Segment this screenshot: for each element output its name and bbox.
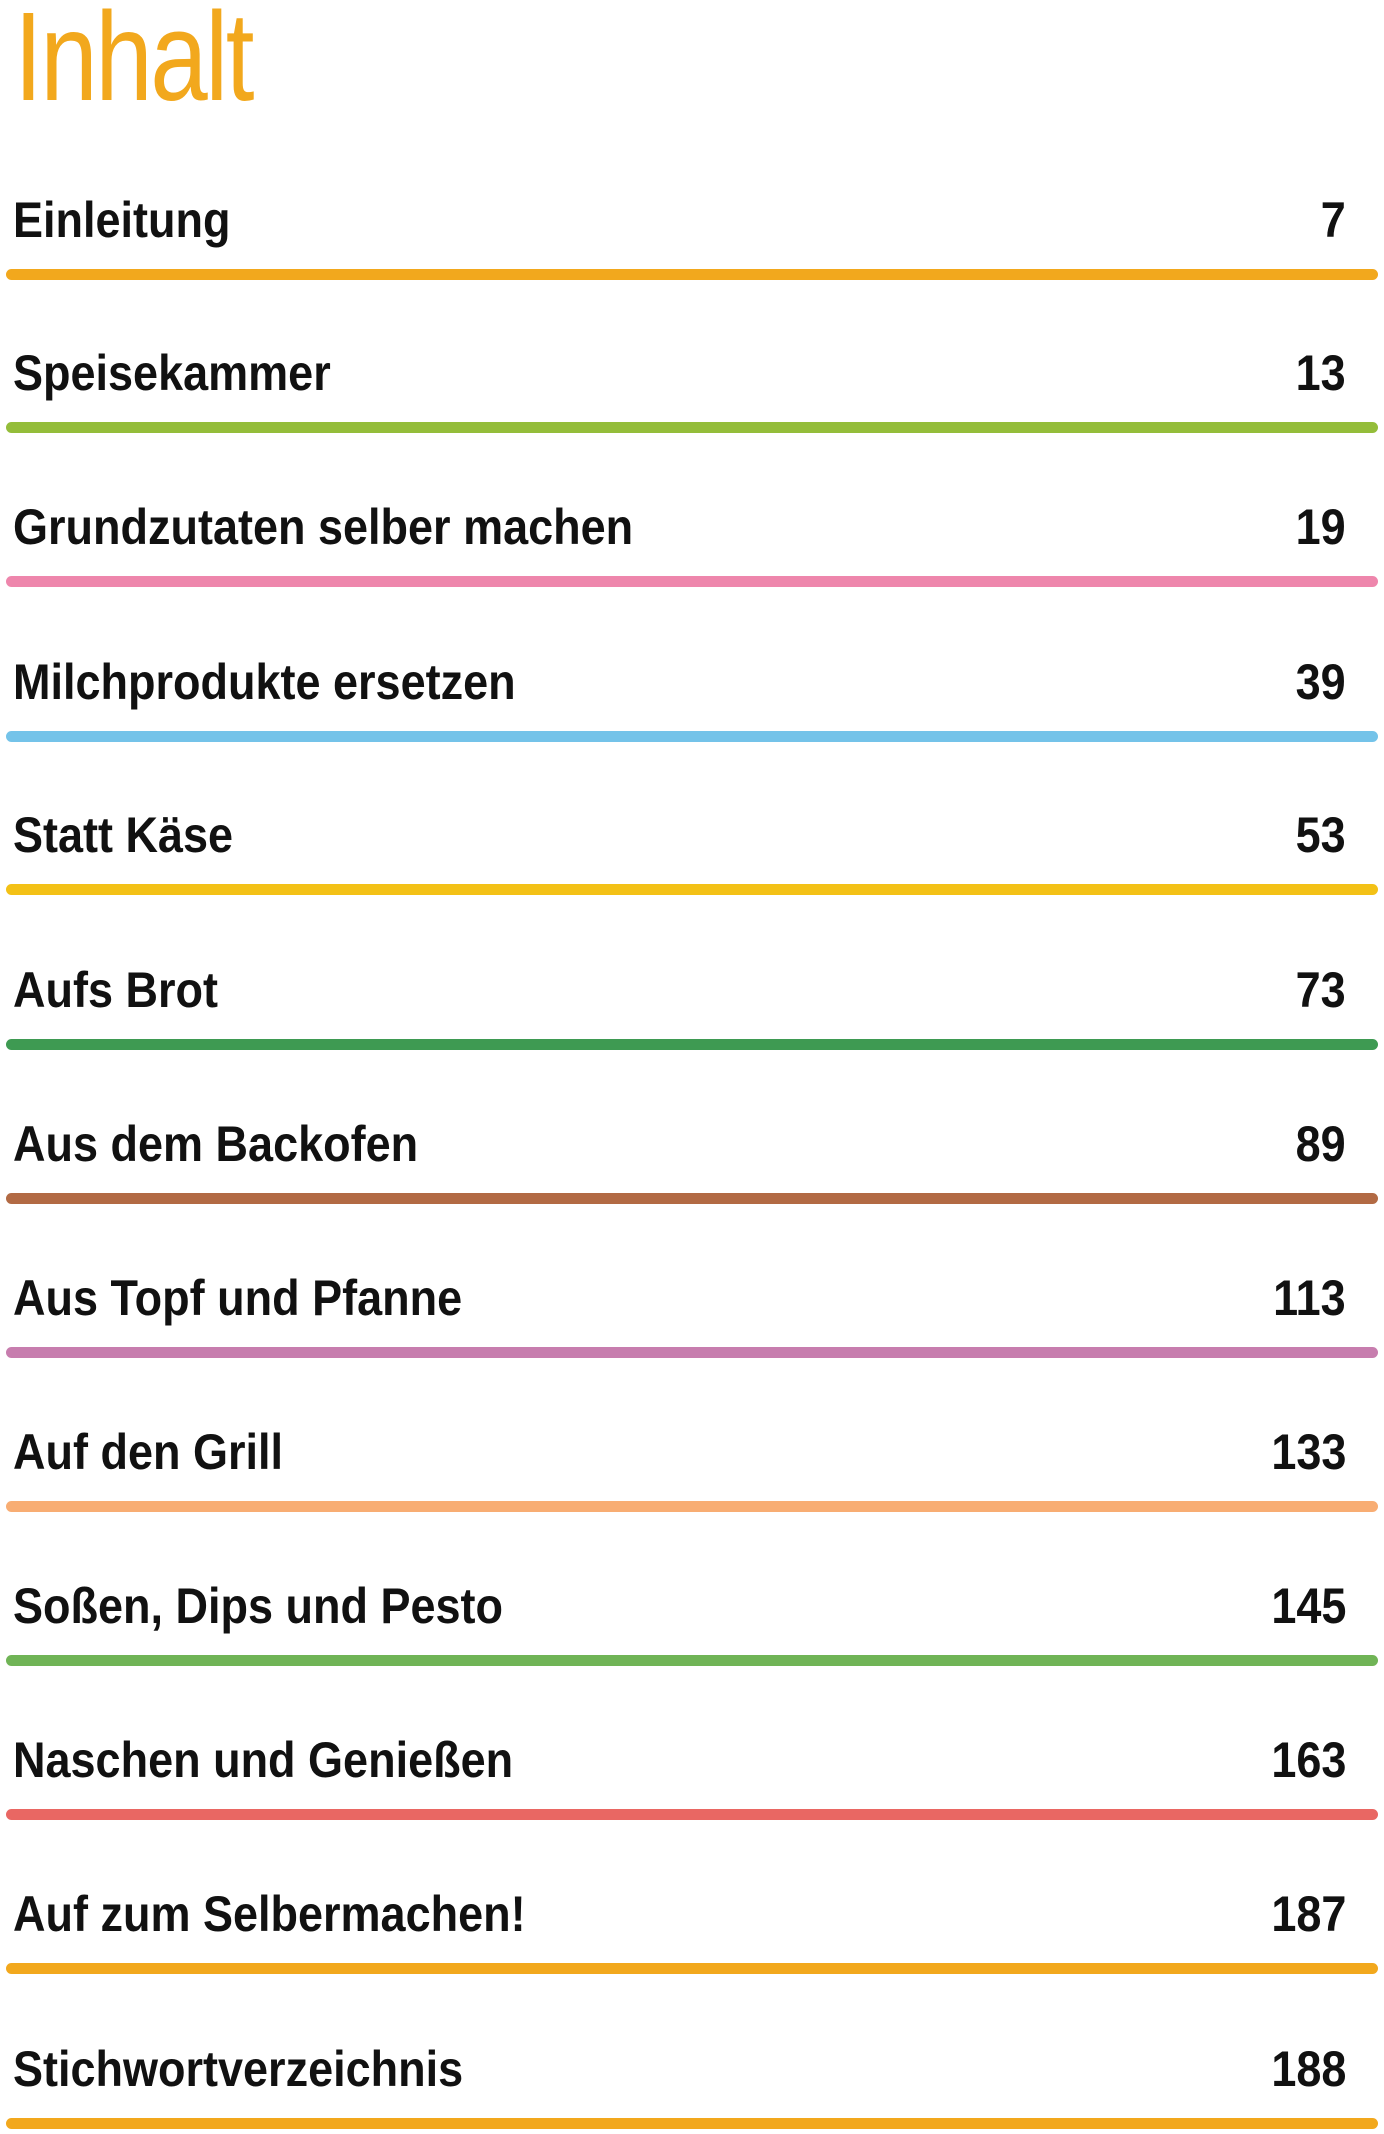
toc-entry-label: Milchprodukte ersetzen: [13, 654, 516, 710]
toc-entry-label: Aus dem Backofen: [13, 1116, 419, 1172]
toc-entry-divider: [6, 576, 1378, 587]
toc-entry-label: Auf den Grill: [13, 1424, 283, 1480]
toc-entry-page-number: 13: [1295, 345, 1346, 401]
page-title: Inhalt: [14, 0, 254, 127]
toc-entry-page-number: 113: [1273, 1270, 1346, 1326]
toc-entry-auf-den-grill[interactable]: Auf den Grill 133: [0, 1422, 1384, 1512]
toc-entry-label: Aus Topf und Pfanne: [13, 1270, 463, 1326]
toc-entry-page-number: 73: [1295, 962, 1346, 1018]
toc-entry-label: Speisekammer: [13, 345, 331, 401]
toc-entry-speisekammer[interactable]: Speisekammer 13: [0, 343, 1384, 433]
toc-entry-page-number: 53: [1295, 807, 1346, 863]
toc-entry-label: Stichwortverzeichnis: [13, 2041, 464, 2097]
toc-entry-page-number: 145: [1270, 1578, 1346, 1634]
toc-entry-page-number: 188: [1270, 2041, 1346, 2097]
toc-entry-page-number: 133: [1270, 1424, 1346, 1480]
toc-entry-page-number: 163: [1270, 1732, 1346, 1788]
toc-entry-label: Soßen, Dips und Pesto: [13, 1578, 504, 1634]
toc-entry-label: Auf zum Selbermachen!: [13, 1886, 526, 1942]
toc-entry-divider: [6, 1963, 1378, 1974]
toc-entry-divider: [6, 1501, 1378, 1512]
toc-entry-grundzutaten[interactable]: Grundzutaten selber machen 19: [0, 497, 1384, 587]
toc-entry-auf-zum-selbermachen[interactable]: Auf zum Selbermachen! 187: [0, 1884, 1384, 1974]
toc-entry-statt-kaese[interactable]: Statt Käse 53: [0, 805, 1384, 895]
toc-entry-page-number: 7: [1320, 192, 1346, 248]
toc-entry-page-number: 187: [1270, 1886, 1346, 1942]
toc-entry-page-number: 19: [1295, 499, 1346, 555]
toc-entry-divider: [6, 1193, 1378, 1204]
toc-entry-divider: [6, 269, 1378, 280]
toc-entry-page-number: 39: [1295, 654, 1346, 710]
toc-entry-aus-topf-und-pfanne[interactable]: Aus Topf und Pfanne 113: [0, 1268, 1384, 1358]
toc-entry-milchprodukte[interactable]: Milchprodukte ersetzen 39: [0, 652, 1384, 742]
toc-entry-divider: [6, 731, 1378, 742]
toc-entry-divider: [6, 2118, 1378, 2129]
toc-entry-aus-dem-backofen[interactable]: Aus dem Backofen 89: [0, 1114, 1384, 1204]
toc-entry-page-number: 89: [1295, 1116, 1346, 1172]
toc-entry-label: Grundzutaten selber machen: [13, 499, 634, 555]
toc-entry-divider: [6, 1809, 1378, 1820]
toc-entry-stichwortverzeichnis[interactable]: Stichwortverzeichnis 188: [0, 2039, 1384, 2129]
toc-entry-sossen-dips-pesto[interactable]: Soßen, Dips und Pesto 145: [0, 1576, 1384, 1666]
toc-entry-label: Aufs Brot: [13, 962, 218, 1018]
toc-entry-label: Naschen und Genießen: [13, 1732, 514, 1788]
toc-entry-divider: [6, 422, 1378, 433]
toc-entry-divider: [6, 884, 1378, 895]
toc-entry-einleitung[interactable]: Einleitung 7: [0, 190, 1384, 280]
toc-entry-aufs-brot[interactable]: Aufs Brot 73: [0, 960, 1384, 1050]
toc-entry-naschen-und-geniessen[interactable]: Naschen und Genießen 163: [0, 1730, 1384, 1820]
toc-entry-label: Statt Käse: [13, 807, 234, 863]
toc-entry-divider: [6, 1039, 1378, 1050]
toc-entry-divider: [6, 1655, 1378, 1666]
toc-entry-label: Einleitung: [13, 192, 231, 248]
toc-entry-divider: [6, 1347, 1378, 1358]
